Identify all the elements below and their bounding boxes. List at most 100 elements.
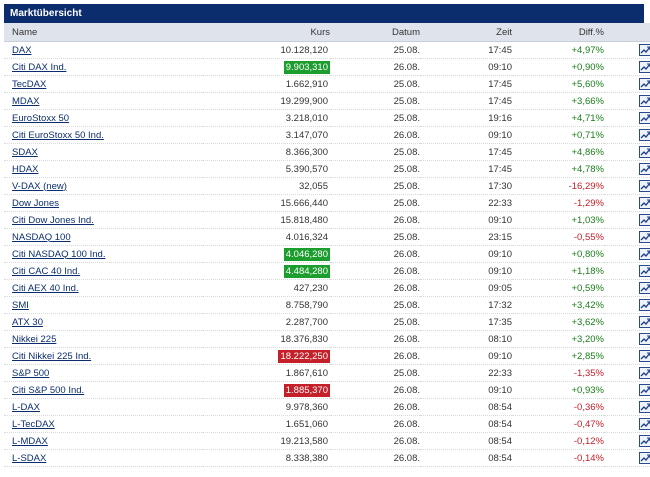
name-cell: Dow Jones (4, 194, 202, 212)
index-link[interactable]: L-DAX (12, 401, 40, 413)
kurs-cell: 18.376,830 (202, 330, 330, 348)
diff-cell: +5,60% (512, 75, 604, 93)
index-link[interactable]: Nikkei 225 (12, 333, 57, 345)
index-link[interactable]: Citi NASDAQ 100 Ind. (12, 248, 106, 260)
chart-icon[interactable] (639, 163, 650, 175)
table-row: SMI 8.758,790 25.08. 17:32 +3,42% (4, 296, 650, 314)
name-cell: Citi NASDAQ 100 Ind. (4, 245, 202, 263)
kurs-cell: 1.867,610 (202, 364, 330, 382)
datum-cell: 26.08. (330, 347, 420, 365)
kurs-cell: 1.651,060 (202, 415, 330, 433)
chart-icon[interactable] (639, 418, 650, 430)
diff-cell: +0,71% (512, 126, 604, 144)
kurs-cell: 1.885,370 (202, 381, 330, 399)
column-header-kurs: Kurs (202, 23, 330, 42)
name-cell: L-TecDAX (4, 415, 202, 433)
index-link[interactable]: SMI (12, 299, 29, 311)
chart-icon[interactable] (639, 231, 650, 243)
index-link[interactable]: Citi DAX Ind. (12, 61, 67, 73)
index-link[interactable]: SDAX (12, 146, 38, 158)
diff-cell: +2,85% (512, 347, 604, 365)
name-cell: L-SDAX (4, 449, 202, 467)
chart-icon[interactable] (639, 333, 650, 345)
market-overview-panel: Marktübersicht Name Kurs Datum Zeit Diff… (4, 4, 650, 467)
index-link[interactable]: Dow Jones (12, 197, 59, 209)
table-row: MDAX 19.299,900 25.08. 17:45 +3,66% (4, 92, 650, 110)
chart-cell (604, 262, 650, 280)
chart-icon[interactable] (639, 384, 650, 396)
chart-icon[interactable] (639, 401, 650, 413)
index-link[interactable]: L-MDAX (12, 435, 48, 447)
chart-icon[interactable] (639, 180, 650, 192)
kurs-cell: 8.758,790 (202, 296, 330, 314)
name-cell: Citi CAC 40 Ind. (4, 262, 202, 280)
chart-cell (604, 228, 650, 246)
index-link[interactable]: Citi Dow Jones Ind. (12, 214, 94, 226)
index-link[interactable]: Citi EuroStoxx 50 Ind. (12, 129, 104, 141)
datum-cell: 25.08. (330, 194, 420, 212)
column-header-chart (604, 23, 650, 42)
kurs-cell: 2.287,700 (202, 313, 330, 331)
index-link[interactable]: Citi S&P 500 Ind. (12, 384, 85, 396)
chart-icon[interactable] (639, 299, 650, 311)
chart-icon[interactable] (639, 214, 650, 226)
index-link[interactable]: Citi Nikkei 225 Ind. (12, 350, 92, 362)
datum-cell: 25.08. (330, 313, 420, 331)
kurs-value: 9.978,360 (285, 401, 328, 413)
index-link[interactable]: L-SDAX (12, 452, 47, 464)
index-link[interactable]: ATX 30 (12, 316, 43, 328)
index-link[interactable]: TecDAX (12, 78, 47, 90)
index-link[interactable]: EuroStoxx 50 (12, 112, 70, 124)
chart-icon[interactable] (639, 248, 650, 260)
zeit-cell: 22:33 (420, 364, 512, 382)
index-link[interactable]: DAX (12, 44, 32, 56)
datum-cell: 26.08. (330, 211, 420, 229)
datum-cell: 25.08. (330, 364, 420, 382)
name-cell: V-DAX (new) (4, 177, 202, 195)
diff-cell: +3,42% (512, 296, 604, 314)
kurs-value: 8.366,300 (285, 146, 328, 158)
index-link[interactable]: S&P 500 (12, 367, 50, 379)
zeit-cell: 09:10 (420, 381, 512, 399)
chart-icon[interactable] (639, 44, 650, 56)
name-cell: SDAX (4, 143, 202, 161)
index-link[interactable]: NASDAQ 100 (12, 231, 71, 243)
chart-icon[interactable] (639, 350, 650, 362)
name-cell: EuroStoxx 50 (4, 109, 202, 127)
kurs-value: 15.818,480 (280, 214, 328, 226)
index-link[interactable]: HDAX (12, 163, 39, 175)
chart-icon[interactable] (639, 265, 650, 277)
chart-cell (604, 398, 650, 416)
index-link[interactable]: Citi CAC 40 Ind. (12, 265, 81, 277)
name-cell: Citi Dow Jones Ind. (4, 211, 202, 229)
chart-icon[interactable] (639, 197, 650, 209)
kurs-cell: 10.128,120 (202, 41, 330, 59)
chart-cell (604, 279, 650, 297)
index-link[interactable]: Citi AEX 40 Ind. (12, 282, 79, 294)
chart-icon[interactable] (639, 367, 650, 379)
name-cell: Citi DAX Ind. (4, 58, 202, 76)
chart-icon[interactable] (639, 316, 650, 328)
index-link[interactable]: V-DAX (new) (12, 180, 67, 192)
chart-icon[interactable] (639, 129, 650, 141)
zeit-cell: 17:45 (420, 75, 512, 93)
chart-icon[interactable] (639, 435, 650, 447)
zeit-cell: 08:54 (420, 415, 512, 433)
name-cell: L-DAX (4, 398, 202, 416)
chart-icon[interactable] (639, 146, 650, 158)
index-link[interactable]: L-TecDAX (12, 418, 55, 430)
chart-icon[interactable] (639, 452, 650, 464)
kurs-value: 19.213,580 (280, 435, 328, 447)
diff-cell: +0,93% (512, 381, 604, 399)
kurs-cell: 4.016,324 (202, 228, 330, 246)
chart-icon[interactable] (639, 112, 650, 124)
kurs-value: 1.867,610 (285, 367, 328, 379)
chart-icon[interactable] (639, 282, 650, 294)
chart-cell (604, 381, 650, 399)
chart-icon[interactable] (639, 61, 650, 73)
chart-icon[interactable] (639, 95, 650, 107)
diff-cell: -0,12% (512, 432, 604, 450)
name-cell: Nikkei 225 (4, 330, 202, 348)
chart-icon[interactable] (639, 78, 650, 90)
index-link[interactable]: MDAX (12, 95, 40, 107)
